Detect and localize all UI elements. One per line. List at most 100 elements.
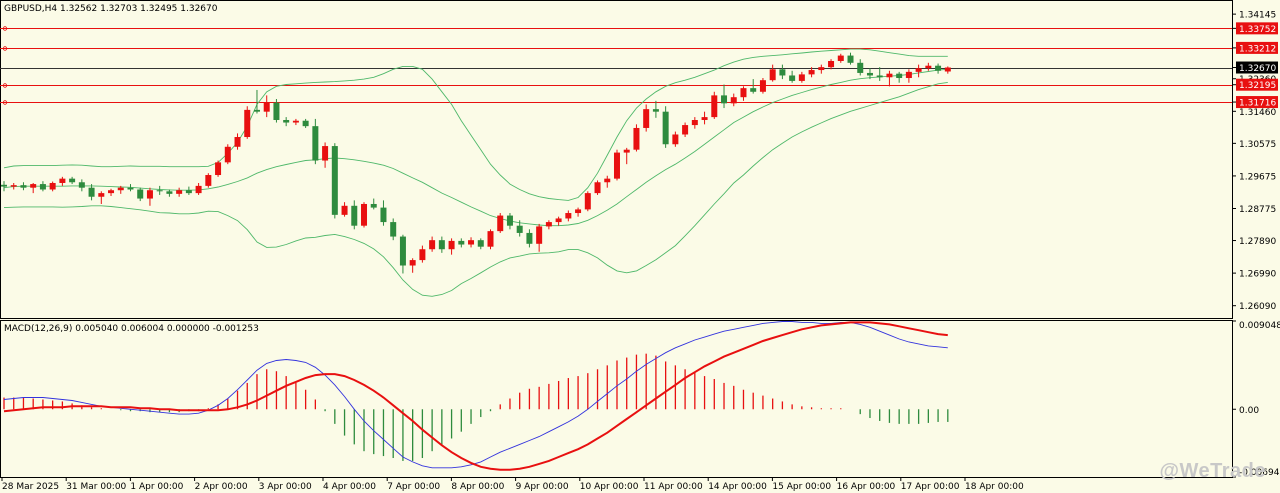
price-tick-label: 1.34145 — [1239, 11, 1276, 21]
time-tick-label: 2 Apr 00:00 — [195, 482, 248, 492]
candle-bull — [108, 190, 115, 194]
candle-bull — [623, 149, 630, 153]
candle-bear — [185, 190, 192, 194]
bollinger-bands — [3, 48, 948, 297]
time-tick-label: 1 Apr 00:00 — [130, 482, 183, 492]
candle-bull — [808, 70, 815, 75]
candle-bull — [117, 187, 124, 191]
time-tick-label: 18 Apr 00:00 — [965, 482, 1024, 492]
price-label-box — [1236, 61, 1278, 74]
time-tick-label: 4 Apr 00:00 — [323, 482, 376, 492]
candle-bull — [448, 240, 455, 250]
candle-bear — [526, 232, 533, 244]
candle-bull — [244, 109, 251, 138]
candle-bull — [30, 184, 37, 188]
candle-bear — [390, 222, 397, 237]
candle-bull — [886, 73, 893, 78]
level-marker — [2, 83, 8, 88]
macd-pane-frame — [0, 320, 1233, 478]
candle-bull — [759, 80, 766, 92]
candle-bear — [438, 240, 445, 250]
macd-tick-label: 0.009048 — [1239, 321, 1280, 331]
candle-bear — [351, 205, 358, 226]
candle-bear — [896, 73, 903, 79]
candle-bear — [283, 120, 290, 123]
candle-bear — [370, 203, 377, 208]
candle-bear — [88, 187, 95, 197]
candle-bull — [234, 137, 241, 147]
candle-bull — [468, 240, 475, 245]
candle-bull — [341, 205, 348, 215]
macd-axis: 0.009048 0.00 -0.006946 — [1232, 320, 1280, 478]
candle-bull — [691, 120, 698, 126]
price-label-box — [1236, 78, 1278, 91]
candle-bull — [10, 185, 17, 187]
time-tick-label: 11 Apr 00:00 — [644, 482, 703, 492]
candle-bull — [711, 95, 718, 118]
price-tick-label: 1.31460 — [1239, 108, 1276, 118]
candle-bull — [205, 175, 212, 186]
candle-bull — [176, 190, 183, 194]
candle-bull — [555, 218, 562, 223]
watermark-text: @WeTrade — [1159, 460, 1266, 482]
candle-bear — [127, 187, 134, 190]
candle-bull — [59, 178, 66, 183]
price-tick-label: 1.30575 — [1239, 140, 1276, 150]
candle-bull — [828, 61, 835, 68]
candle-bull — [497, 215, 504, 232]
macd-histogram — [3, 353, 949, 461]
bb-middle-line — [3, 68, 948, 227]
time-tick-label: 7 Apr 00:00 — [387, 482, 440, 492]
candle-bull — [740, 88, 747, 98]
candle-bull — [292, 120, 299, 123]
candle-bear — [156, 190, 163, 192]
candle-bear — [380, 207, 387, 223]
candle-bear — [273, 102, 280, 121]
candle-bull — [682, 125, 689, 135]
candle-bull — [361, 203, 368, 226]
candlesticks — [1, 52, 951, 274]
candle-bear — [302, 120, 309, 127]
macd-tick-label: -0.006946 — [1239, 468, 1280, 478]
price-label-box — [1236, 96, 1278, 109]
candle-bull — [487, 231, 494, 247]
signal-line — [3, 321, 948, 471]
candle-bull — [545, 222, 552, 227]
time-tick-label: 31 Mar 00:00 — [66, 482, 126, 492]
macd-lines — [3, 321, 948, 471]
candle-bull — [604, 178, 611, 183]
macd-tick-label: 0.00 — [1239, 406, 1259, 416]
candle-bear — [477, 240, 484, 247]
candle-bear — [331, 146, 338, 215]
candle-bear — [312, 126, 319, 161]
candle-bull — [944, 67, 951, 72]
price-tick-label: 1.26090 — [1239, 302, 1276, 312]
level-marker — [2, 100, 8, 105]
candle-bear — [20, 185, 27, 188]
candle-bull — [915, 68, 922, 72]
price-tick-label: 1.32670 — [1239, 64, 1276, 74]
candle-bull — [224, 146, 231, 163]
candle-bear — [876, 75, 883, 78]
price-axis: 1.341451.337521.332121.326701.323601.321… — [1232, 11, 1278, 312]
price-tick-label: 1.31716 — [1239, 99, 1276, 109]
candle-bear — [847, 55, 854, 63]
candle-bull — [429, 240, 436, 250]
price-tick-label: 1.28775 — [1239, 205, 1276, 215]
symbol-header: GBPUSD,H4 1.32562 1.32703 1.32495 1.3267… — [4, 4, 218, 14]
time-tick-label: 10 Apr 00:00 — [580, 482, 639, 492]
level-marker — [2, 26, 8, 31]
candle-bull — [905, 71, 912, 79]
time-tick-label: 15 Apr 00:00 — [772, 482, 831, 492]
candle-bear — [662, 111, 669, 145]
candle-bull — [195, 185, 202, 194]
macd-header: MACD(12,26,9) 0.005040 0.006004 0.000000… — [4, 324, 259, 334]
candle-bear — [866, 72, 873, 76]
candle-bull — [837, 55, 844, 62]
candle-bear — [69, 178, 76, 183]
candle-bull — [701, 117, 708, 121]
price-tick-label: 1.33212 — [1239, 44, 1276, 54]
candle-bear — [935, 65, 942, 71]
